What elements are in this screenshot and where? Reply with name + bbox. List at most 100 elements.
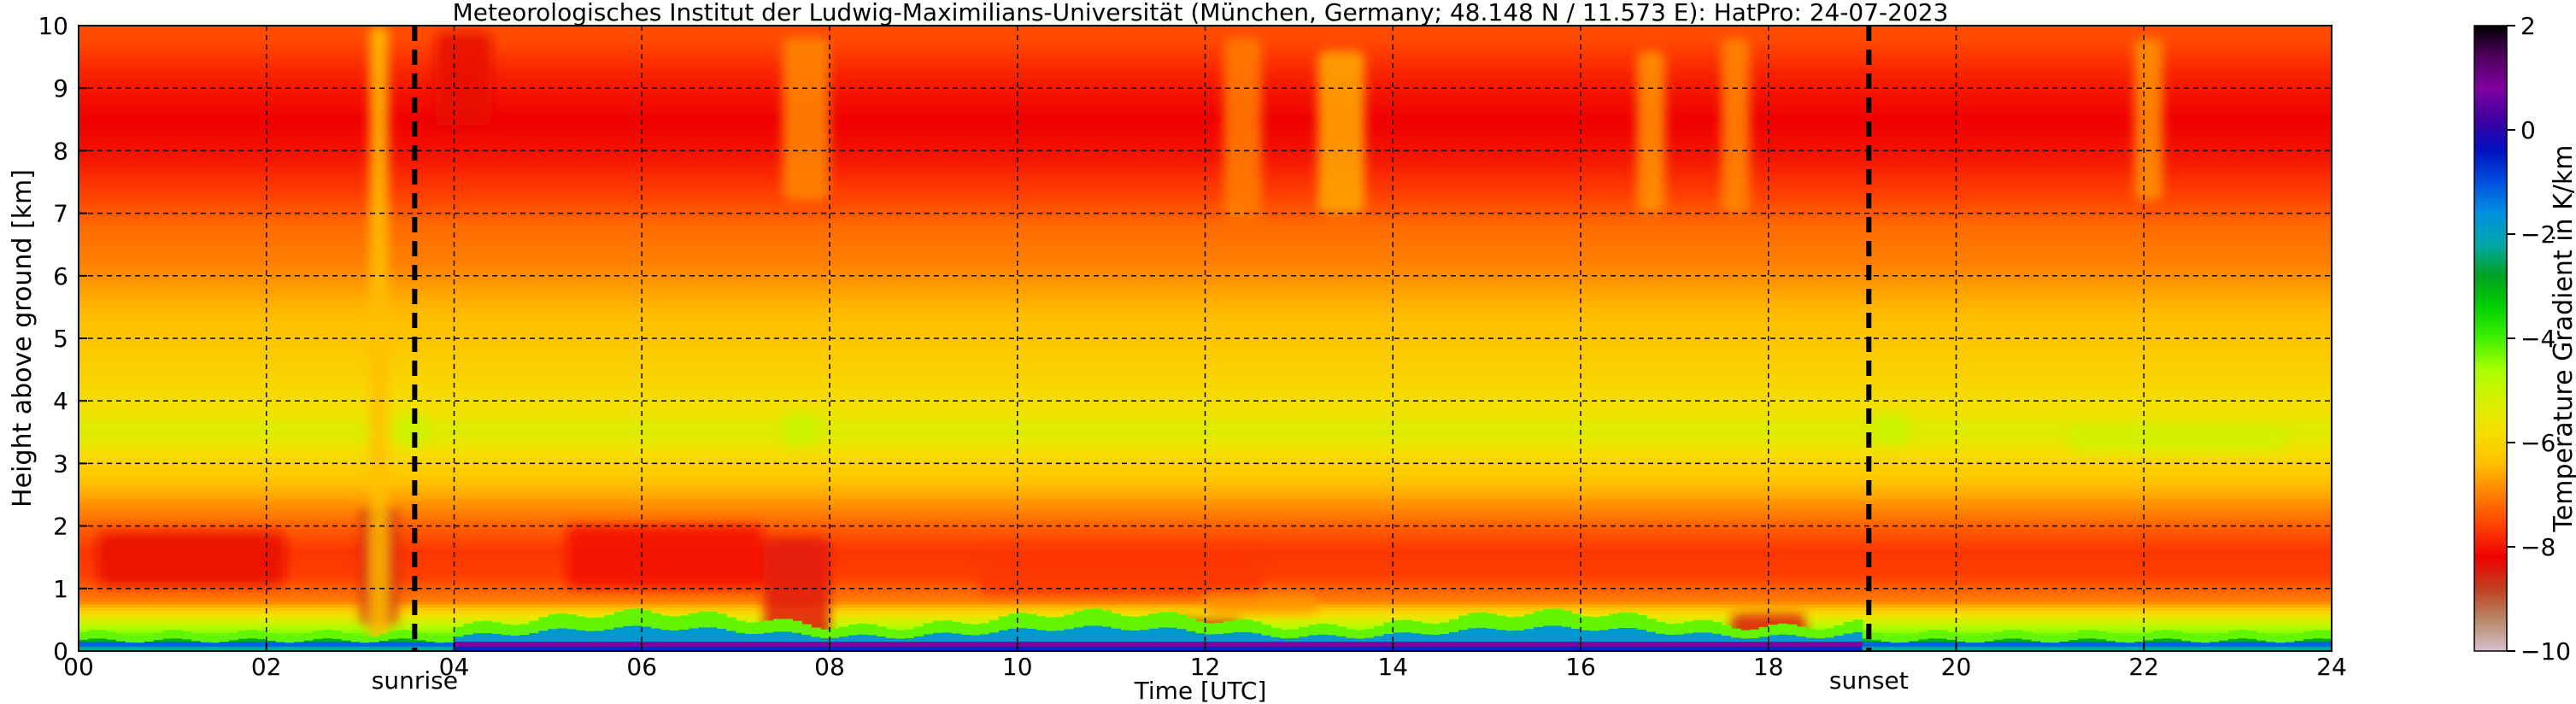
surface-cell <box>1007 628 1018 642</box>
surface-cell <box>1552 642 1563 647</box>
surface-cell <box>2078 630 2089 639</box>
surface-cell <box>115 642 126 647</box>
surface-cell <box>1693 642 1704 647</box>
surface-cell <box>2256 633 2267 641</box>
surface-cell <box>529 642 540 647</box>
height-band <box>79 32 2332 36</box>
surface-cell <box>1730 642 1741 647</box>
surface-cell <box>764 646 774 651</box>
surface-cell <box>1852 642 1863 647</box>
surface-cell <box>144 635 155 642</box>
surface-cell <box>1139 630 1150 642</box>
surface-cell <box>736 632 746 642</box>
surface-cell <box>2012 630 2023 639</box>
surface-cell <box>1374 646 1385 651</box>
x-tick-label: 20 <box>1941 653 1972 681</box>
surface-cell <box>576 630 587 642</box>
overlay-patch <box>1205 595 1318 614</box>
surface-cell <box>538 646 549 651</box>
surface-cell <box>266 646 277 651</box>
surface-cell <box>2266 636 2276 642</box>
surface-cell <box>1571 613 1581 629</box>
surface-cell <box>2238 646 2248 651</box>
surface-cell <box>444 646 455 651</box>
surface-cell <box>1364 629 1376 638</box>
surface-cell <box>613 642 625 647</box>
surface-cell <box>783 631 793 642</box>
surface-cell <box>1608 613 1619 629</box>
surface-cell <box>238 638 249 642</box>
surface-cell <box>1336 642 1347 647</box>
surface-cell <box>2200 637 2210 643</box>
surface-cell <box>2219 646 2229 651</box>
surface-cell <box>745 622 755 634</box>
surface-cell <box>1740 638 1751 642</box>
surface-cell <box>1683 642 1694 647</box>
surface-cell <box>1440 646 1450 651</box>
surface-cell <box>1824 637 1835 642</box>
overlay-patch <box>783 413 821 445</box>
surface-cell <box>1139 646 1150 651</box>
surface-cell <box>172 630 183 639</box>
surface-cell <box>115 646 126 651</box>
surface-cell <box>2162 630 2174 639</box>
colorbar-scale <box>2474 26 2507 651</box>
surface-cell <box>1993 631 2004 640</box>
y-tick-label: 8 <box>53 137 68 165</box>
surface-cell <box>2294 633 2304 641</box>
surface-cell <box>1843 642 1854 647</box>
surface-cell <box>1599 646 1610 651</box>
height-band <box>79 463 2332 467</box>
surface-cell <box>830 629 840 638</box>
surface-cell <box>1534 611 1544 627</box>
surface-cell <box>576 616 587 631</box>
surface-cell <box>1252 642 1263 647</box>
surface-cell <box>1589 631 1600 642</box>
surface-cell <box>801 646 812 651</box>
overlay-patch <box>1721 38 1750 214</box>
surface-cell <box>1223 632 1235 642</box>
surface-cell <box>801 635 812 642</box>
surface-cell <box>1608 628 1619 642</box>
x-tick-label: 00 <box>63 653 94 681</box>
surface-cell <box>1646 642 1657 647</box>
surface-cell <box>1627 628 1638 642</box>
surface-cell <box>1993 646 2004 651</box>
surface-cell <box>1073 646 1084 651</box>
surface-cell <box>463 623 474 635</box>
surface-cell <box>623 625 634 642</box>
surface-cell <box>979 646 990 651</box>
surface-cell <box>932 620 943 633</box>
surface-cell <box>1909 642 1920 647</box>
surface-cell <box>463 642 474 647</box>
height-band <box>79 604 2332 608</box>
surface-cell <box>2322 646 2332 651</box>
surface-cell <box>1937 630 1948 639</box>
surface-cell <box>1393 642 1404 647</box>
surface-cell <box>209 646 220 651</box>
surface-cell <box>1674 646 1685 651</box>
surface-cell <box>1158 612 1169 628</box>
surface-cell <box>1280 638 1291 642</box>
surface-cell <box>923 634 934 642</box>
surface-cell <box>1223 646 1235 651</box>
surface-cell <box>2031 642 2042 647</box>
surface-cell <box>792 632 802 642</box>
surface-cell <box>604 629 615 642</box>
surface-cell <box>1711 633 1722 642</box>
surface-cell <box>830 646 840 651</box>
surface-cell <box>651 646 662 651</box>
surface-cell <box>2238 638 2248 642</box>
surface-cell <box>613 611 625 628</box>
surface-cell <box>1402 632 1413 642</box>
surface-cell <box>679 629 689 642</box>
surface-cell <box>670 642 680 647</box>
surface-cell <box>238 631 249 639</box>
surface-cell <box>1843 646 1854 651</box>
surface-cell <box>1655 642 1666 647</box>
surface-cell <box>510 642 521 647</box>
surface-cell <box>1534 626 1544 642</box>
surface-cell <box>604 642 615 647</box>
surface-cell <box>491 622 502 634</box>
surface-cell <box>642 626 653 642</box>
